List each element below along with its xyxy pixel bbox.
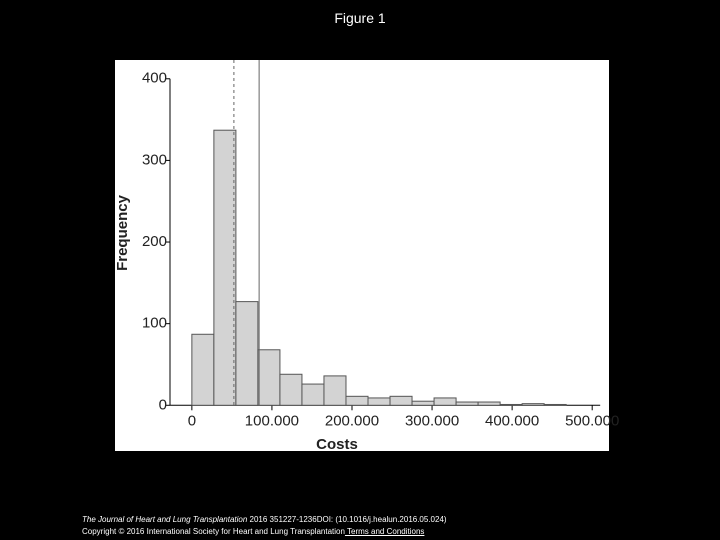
plot-panel	[115, 60, 609, 451]
bar	[411, 400, 435, 406]
y-tick-label: 200	[142, 233, 167, 250]
x-tick-label: 200.000	[325, 412, 379, 429]
y-tick-label: 400	[142, 70, 167, 87]
y-axis-label: Frequency	[114, 194, 131, 271]
y-tick-label: 100	[142, 315, 167, 332]
bar	[213, 129, 237, 406]
bar	[455, 401, 479, 406]
bar	[279, 373, 303, 406]
terms-link[interactable]: Terms and Conditions	[344, 527, 425, 536]
bar	[323, 375, 347, 406]
citation: 2016 351227-1236DOI: (10.1016/j.healun.2…	[247, 515, 447, 524]
x-tick-label: 100.000	[245, 412, 299, 429]
bar	[345, 395, 369, 406]
bar	[389, 395, 413, 406]
slide-title: Figure 1	[334, 10, 386, 26]
bar	[367, 397, 391, 406]
x-axis-label: Costs	[316, 436, 358, 453]
footer: The Journal of Heart and Lung Transplant…	[82, 514, 447, 538]
bar	[235, 301, 259, 406]
bar	[257, 349, 281, 406]
bar	[521, 403, 545, 406]
bar	[433, 397, 457, 406]
bar	[191, 333, 215, 406]
x-tick-label: 400.000	[485, 412, 539, 429]
copyright: Copyright © 2016 International Society f…	[82, 527, 345, 536]
citation-line: The Journal of Heart and Lung Transplant…	[82, 514, 447, 526]
journal: The Journal of Heart and Lung Transplant…	[82, 515, 248, 524]
x-tick-label: 500.000	[565, 412, 619, 429]
copyright-line: Copyright © 2016 International Society f…	[82, 526, 447, 538]
y-tick-label: 300	[142, 151, 167, 168]
bar	[301, 383, 325, 406]
bar	[499, 403, 523, 406]
bar	[543, 403, 567, 406]
x-tick-label: 300.000	[405, 412, 459, 429]
bar	[477, 401, 501, 406]
y-tick-label: 0	[159, 396, 167, 413]
x-tick-label: 0	[188, 412, 196, 429]
